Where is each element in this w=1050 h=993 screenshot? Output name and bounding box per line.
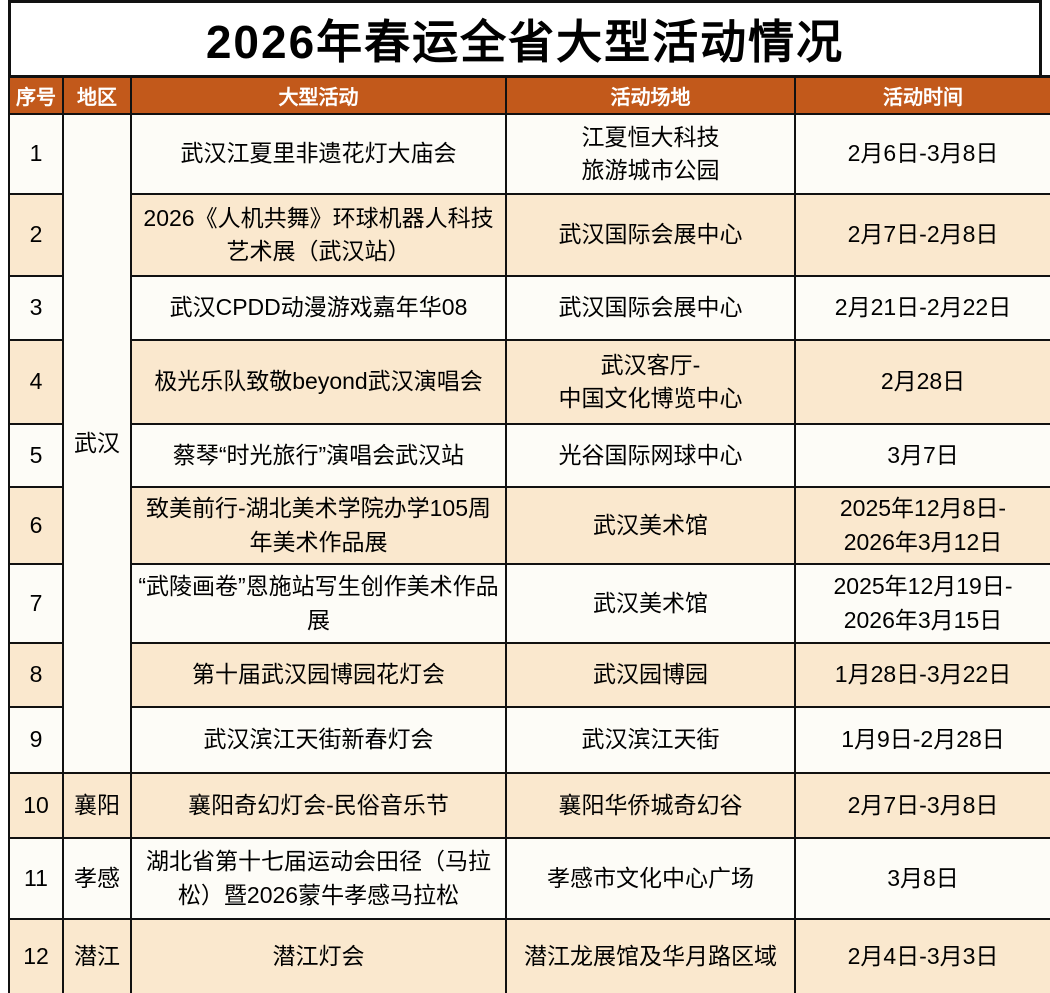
row-number-cell: 9 bbox=[10, 708, 64, 774]
row-number-cell: 4 bbox=[10, 341, 64, 425]
activity-cell: 第十届武汉园博园花灯会 bbox=[132, 644, 507, 708]
venue-cell: 武汉美术馆 bbox=[507, 488, 796, 565]
venue-cell: 武汉园博园 bbox=[507, 644, 796, 708]
time-cell: 3月8日 bbox=[796, 839, 1050, 920]
header-cell-activity: 大型活动 bbox=[132, 78, 507, 113]
row-number-cell: 7 bbox=[10, 565, 64, 644]
venue-cell: 武汉滨江天街 bbox=[507, 708, 796, 774]
page-title: 2026年春运全省大型活动情况 bbox=[8, 0, 1042, 75]
time-cell: 1月28日-3月22日 bbox=[796, 644, 1050, 708]
time-cell: 3月7日 bbox=[796, 425, 1050, 488]
row-number-cell: 10 bbox=[10, 774, 64, 839]
activity-cell: 襄阳奇幻灯会-民俗音乐节 bbox=[132, 774, 507, 839]
time-cell: 2月7日-2月8日 bbox=[796, 195, 1050, 277]
row-number-cell: 5 bbox=[10, 425, 64, 488]
time-cell: 2月21日-2月22日 bbox=[796, 277, 1050, 341]
time-cell: 2月6日-3月8日 bbox=[796, 115, 1050, 195]
table-body: 1 武汉江夏里非遗花灯大庙会 江夏恒大科技 旅游城市公园 2月6日-3月8日 2 2026… bbox=[8, 115, 1050, 993]
time-cell: 2025年12月19日- 2026年3月15日 bbox=[796, 565, 1050, 644]
row-number-cell: 3 bbox=[10, 277, 64, 341]
time-cell: 2月28日 bbox=[796, 341, 1050, 425]
region-cell: 潜江 bbox=[64, 920, 132, 993]
venue-cell: 孝感市文化中心广场 bbox=[507, 839, 796, 920]
activity-cell: 武汉CPDD动漫游戏嘉年华08 bbox=[132, 277, 507, 341]
activity-cell: 武汉滨江天街新春灯会 bbox=[132, 708, 507, 774]
row-number-cell: 12 bbox=[10, 920, 64, 993]
row-number-cell: 8 bbox=[10, 644, 64, 708]
activity-cell: 潜江灯会 bbox=[132, 920, 507, 993]
row-number-cell: 6 bbox=[10, 488, 64, 565]
header-cell-region: 地区 bbox=[64, 78, 132, 113]
time-cell: 2025年12月8日- 2026年3月12日 bbox=[796, 488, 1050, 565]
activity-cell: “武陵画卷”恩施站写生创作美术作品展 bbox=[132, 565, 507, 644]
region-cell: 襄阳 bbox=[64, 774, 132, 839]
venue-cell: 武汉国际会展中心 bbox=[507, 195, 796, 277]
time-cell: 2月4日-3月3日 bbox=[796, 920, 1050, 993]
activity-cell: 2026《人机共舞》环球机器人科技艺术展（武汉站） bbox=[132, 195, 507, 277]
header-cell-index: 序号 bbox=[10, 78, 64, 113]
activity-cell: 湖北省第十七届运动会田径（马拉松）暨2026蒙牛孝感马拉松 bbox=[132, 839, 507, 920]
time-cell: 2月7日-3月8日 bbox=[796, 774, 1050, 839]
venue-cell: 武汉美术馆 bbox=[507, 565, 796, 644]
venue-cell: 襄阳华侨城奇幻谷 bbox=[507, 774, 796, 839]
row-number-cell: 11 bbox=[10, 839, 64, 920]
activity-cell: 蔡琴“时光旅行”演唱会武汉站 bbox=[132, 425, 507, 488]
row-number-cell: 1 bbox=[10, 115, 64, 195]
venue-cell: 武汉客厅- 中国文化博览中心 bbox=[507, 341, 796, 425]
time-cell: 1月9日-2月28日 bbox=[796, 708, 1050, 774]
row-number-cell: 2 bbox=[10, 195, 64, 277]
header-cell-time: 活动时间 bbox=[796, 78, 1050, 113]
activity-cell: 致美前行-湖北美术学院办学105周年美术作品展 bbox=[132, 488, 507, 565]
page-title-text: 2026年春运全省大型活动情况 bbox=[205, 16, 845, 68]
venue-cell: 武汉国际会展中心 bbox=[507, 277, 796, 341]
venue-cell: 江夏恒大科技 旅游城市公园 bbox=[507, 115, 796, 195]
activity-cell: 极光乐队致敬beyond武汉演唱会 bbox=[132, 341, 507, 425]
table-header-row: 序号 地区 大型活动 活动场地 活动时间 bbox=[8, 75, 1050, 115]
venue-cell: 潜江龙展馆及华月路区域 bbox=[507, 920, 796, 993]
activity-cell: 武汉江夏里非遗花灯大庙会 bbox=[132, 115, 507, 195]
region-cell: 武汉 bbox=[64, 115, 132, 774]
venue-cell: 光谷国际网球中心 bbox=[507, 425, 796, 488]
header-cell-venue: 活动场地 bbox=[507, 78, 796, 113]
region-cell: 孝感 bbox=[64, 839, 132, 920]
